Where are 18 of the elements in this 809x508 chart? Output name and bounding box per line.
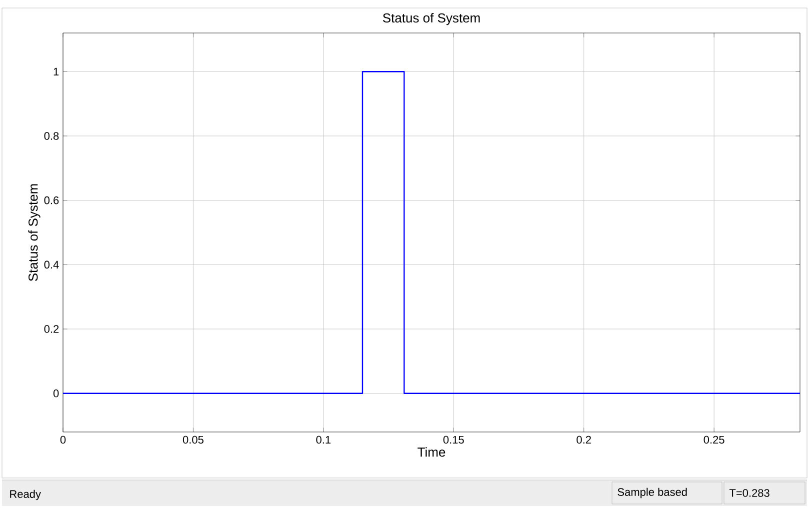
y-axis-title: Status of System bbox=[28, 184, 40, 282]
y-tick-label: 0 bbox=[53, 389, 59, 398]
y-tick-label: 0.2 bbox=[44, 325, 59, 333]
x-axis-title: Time bbox=[418, 447, 446, 457]
x-tick-label: 0.25 bbox=[704, 436, 724, 444]
x-tick-label: 0 bbox=[60, 436, 66, 444]
text: Ready bbox=[10, 490, 41, 500]
y-tick-label: 0.8 bbox=[44, 132, 59, 140]
x-tick-label: 0.05 bbox=[182, 436, 204, 444]
text: T=0.283 bbox=[729, 489, 770, 497]
y-tick-label: 1 bbox=[54, 68, 59, 76]
text: Sample based bbox=[618, 488, 687, 498]
x-tick-label: 0.2 bbox=[576, 436, 591, 444]
y-tick-label: 0.4 bbox=[44, 260, 59, 269]
chart-title: Status of System bbox=[382, 13, 480, 26]
x-tick-label: 0.15 bbox=[443, 436, 464, 444]
x-tick-label: 0.1 bbox=[316, 436, 331, 444]
y-tick-label: 0.6 bbox=[44, 196, 59, 204]
